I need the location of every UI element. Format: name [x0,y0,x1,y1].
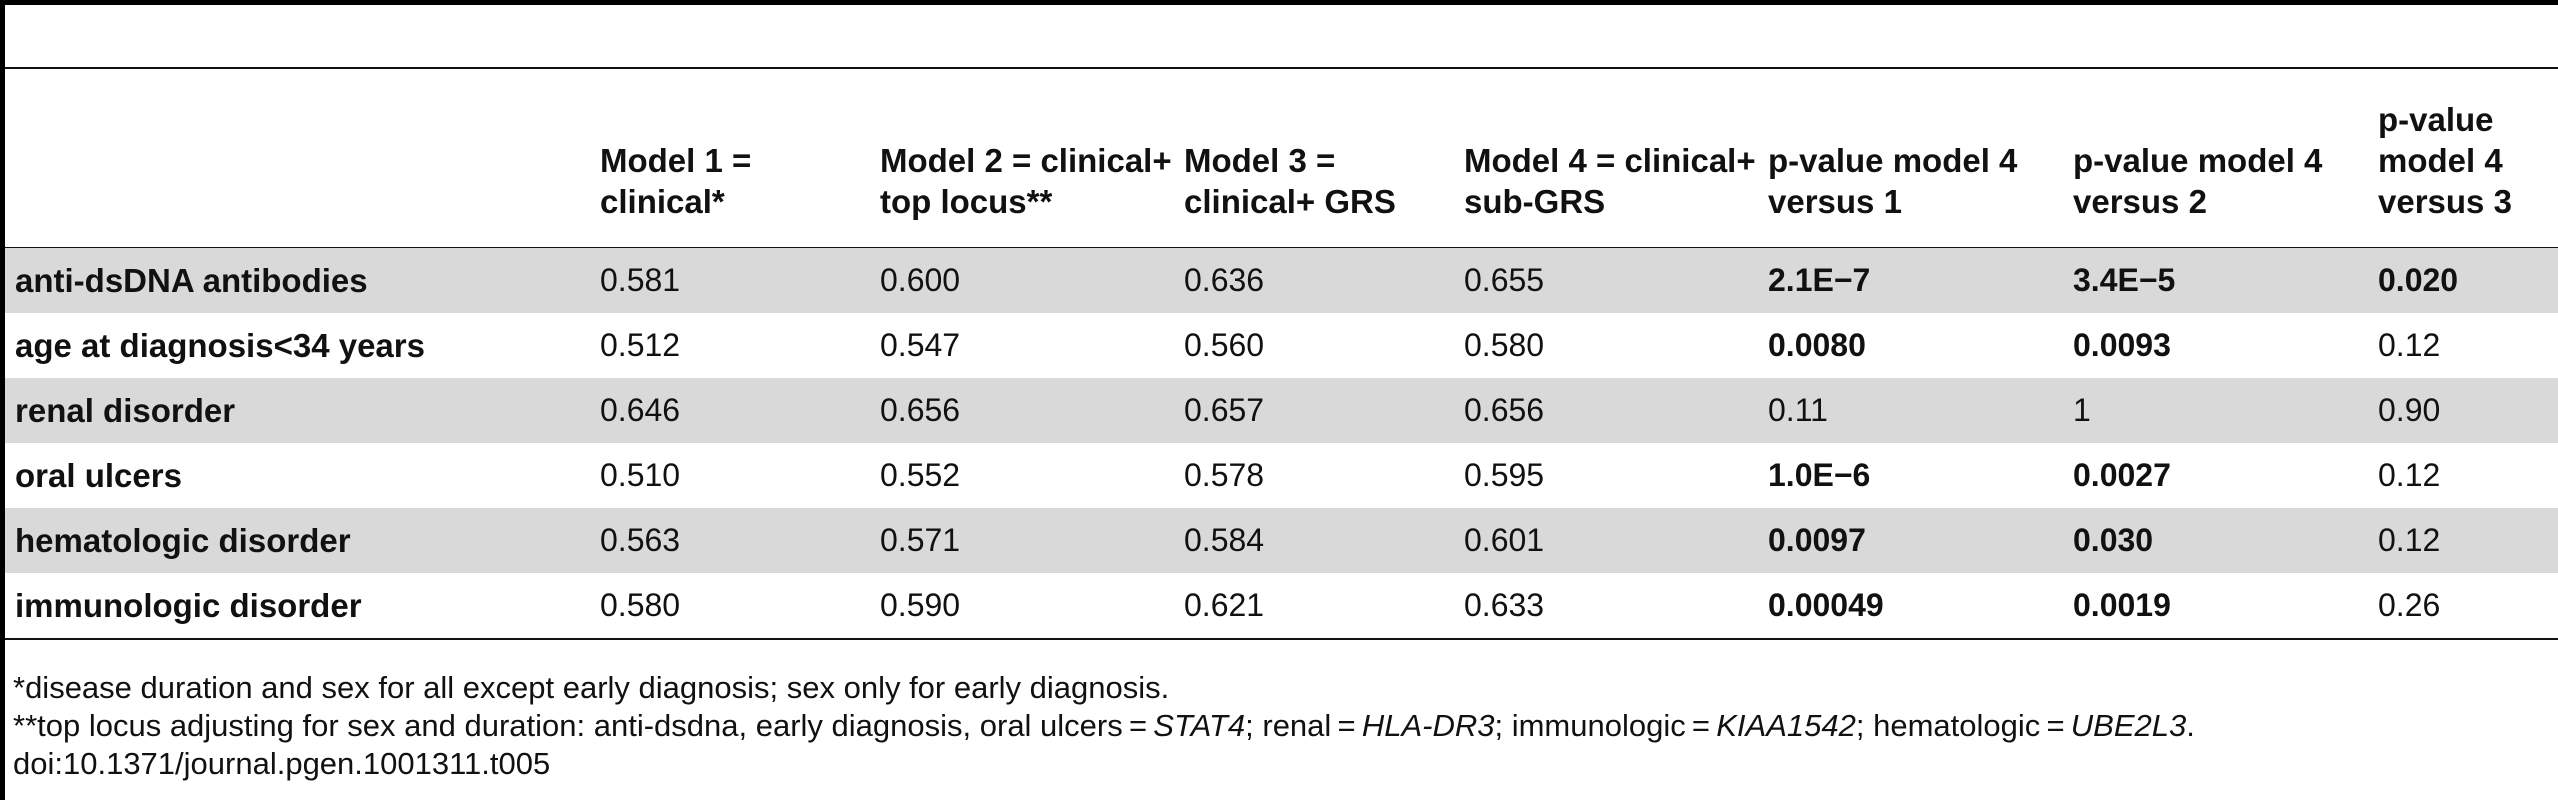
header-cell-p-4-vs-2: p-value model 4 versus 2 [2073,142,2323,220]
table-cell: 0.621 [1184,587,1265,623]
top-border-rule [0,0,2558,5]
table-cell: 0.510 [600,457,681,493]
table-cell: 0.656 [880,378,1184,443]
table-footnotes: *disease duration and sex for all except… [13,669,2553,783]
table-cell: 0.633 [1464,587,1545,623]
row-label: renal disorder [5,378,600,443]
table-cell: 0.12 [2378,327,2441,363]
gene-name: HLA-DR3 [1361,708,1495,743]
table-row: hematologic disorder 0.563 0.571 0.584 0.601… [5,508,2558,573]
footnote-top-locus: **top locus adjusting for sex and durati… [13,707,2553,745]
gene-name: STAT4 [1153,708,1246,743]
table-cell: 0.0093 [2073,327,2171,363]
footnote-text: ; renal = [1245,708,1362,743]
table-bottom-rule [5,638,2558,640]
table-row: age at diagnosis<34 years 0.512 0.547 0.560… [5,313,2558,378]
header-cell-p-4-vs-1: p-value model 4 versus 1 [1768,142,2018,220]
footnote-text: ; hematologic = [1855,708,2071,743]
table-cell: 0.657 [1184,378,1464,443]
header-cell-model-1: Model 1 = clinical* [600,142,752,220]
table-body: anti-dsDNA antibodies 0.581 0.600 0.636 0.65… [5,248,2558,638]
table-cell: 0.26 [2378,587,2441,623]
footnote-text: ; immunologic = [1494,708,1717,743]
table-cell: 0.580 [1464,327,1545,363]
table-cell: 0.578 [1184,457,1265,493]
table-row: immunologic disorder 0.580 0.590 0.621 0.633… [5,573,2558,638]
table-cell: 0.601 [1464,508,1768,573]
header-row: Model 1 = clinical* Model 2 = clinical+ … [5,70,2558,248]
table-row: oral ulcers 0.510 0.552 0.578 0.595 1.0E−6 0.0… [5,443,2558,508]
table-cell: 0.0019 [2073,587,2171,623]
row-label: age at diagnosis<34 years [15,326,425,364]
doi-text: doi:10.1371/journal.pgen.1001311.t005 [13,746,551,781]
gene-name: UBE2L3 [2070,708,2187,743]
header-cell-p-4-vs-3: p-value model 4 versus 3 [2378,101,2512,220]
left-border-rule [0,0,5,800]
table-cell: 0.12 [2378,457,2441,493]
table-cell: 0.600 [880,248,1184,313]
table-cell: 0.020 [2378,248,2558,313]
table-cell: 3.4E−5 [2073,248,2378,313]
table-cell: 1.0E−6 [1768,457,1871,493]
header-cell-model-3: Model 3 = clinical+ GRS [1184,142,1396,220]
footnote-text: . [2186,708,2195,743]
table-cell: 0.595 [1464,457,1545,493]
table-cell: 0.584 [1184,508,1464,573]
header-cell-row-label [5,70,600,248]
table-cell: 0.655 [1464,248,1768,313]
table-cell: 0.512 [600,327,681,363]
table-cell: 0.563 [600,508,880,573]
table-cell: 0.0097 [1768,508,2073,573]
table-cell: 0.00049 [1768,587,1884,623]
footnote-clinical: *disease duration and sex for all except… [13,670,1170,705]
table-cell: 0.90 [2378,378,2558,443]
table-cell: 0.571 [880,508,1184,573]
header-cell-model-2: Model 2 = clinical+ top locus** [880,142,1172,220]
table-cell: 0.636 [1184,248,1464,313]
table-cell: 2.1E−7 [1768,248,2073,313]
table-row: anti-dsDNA antibodies 0.581 0.600 0.636 0.65… [5,248,2558,313]
table-cell: 0.547 [880,327,961,363]
table-cell: 0.590 [880,587,961,623]
table-cell: 0.552 [880,457,961,493]
table-cell: 0.0080 [1768,327,1866,363]
row-label: immunologic disorder [15,586,362,624]
row-label: oral ulcers [15,456,182,494]
results-table: Model 1 = clinical* Model 2 = clinical+ … [5,70,2558,638]
row-label: hematologic disorder [5,508,600,573]
header-cell-model-4: Model 4 = clinical+ sub-GRS [1464,142,1756,220]
table-cell: 0.12 [2378,508,2558,573]
table-cell: 1 [2073,378,2378,443]
row-label: anti-dsDNA antibodies [5,248,600,313]
table-row: renal disorder 0.646 0.656 0.657 0.656 0.11 1 0… [5,378,2558,443]
table-cell: 0.030 [2073,508,2378,573]
table-cell: 0.656 [1464,378,1768,443]
table-cell: 0.560 [1184,327,1265,363]
table-cell: 0.581 [600,248,880,313]
table-cell: 0.0027 [2073,457,2171,493]
table-top-rule [5,67,2558,69]
table-cell: 0.11 [1768,378,2073,443]
footnote-text: **top locus adjusting for sex and durati… [13,708,1154,743]
table-cell: 0.580 [600,587,681,623]
gene-name: KIAA1542 [1716,708,1856,743]
table-cell: 0.646 [600,378,880,443]
